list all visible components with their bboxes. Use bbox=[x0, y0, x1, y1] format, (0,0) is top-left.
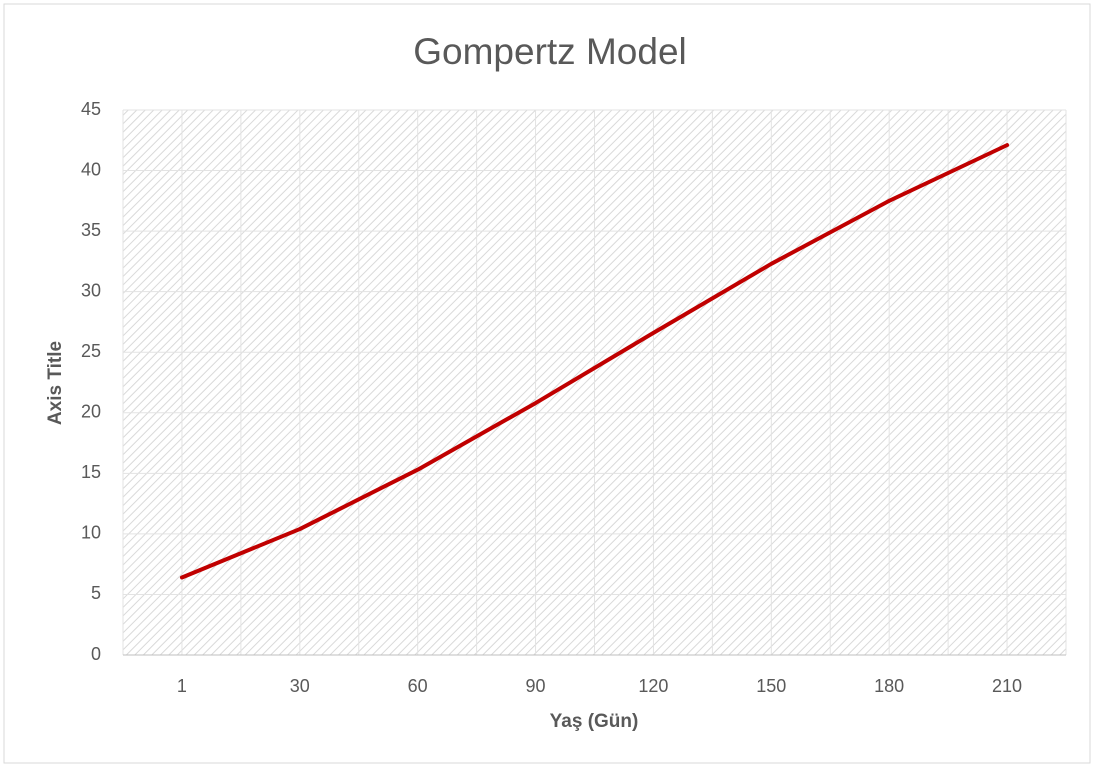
chart-title: Gompertz Model bbox=[413, 31, 687, 72]
x-tick-label: 210 bbox=[992, 676, 1022, 696]
y-tick-label: 0 bbox=[91, 644, 101, 664]
x-tick-label: 30 bbox=[290, 676, 310, 696]
y-axis-title: Axis Title bbox=[45, 341, 66, 425]
y-tick-label: 45 bbox=[81, 99, 101, 119]
x-tick-label: 150 bbox=[756, 676, 786, 696]
x-axis-title: Yaş (Gün) bbox=[550, 711, 639, 732]
y-tick-label: 15 bbox=[81, 462, 101, 482]
x-tick-label: 120 bbox=[638, 676, 668, 696]
data-line bbox=[179, 143, 1010, 580]
y-tick-label: 30 bbox=[81, 280, 101, 300]
y-tick-label: 35 bbox=[81, 220, 101, 240]
x-tick-label: 90 bbox=[526, 676, 546, 696]
x-tick-label: 1 bbox=[177, 676, 187, 696]
y-tick-label: 20 bbox=[81, 402, 101, 422]
y-tick-label: 10 bbox=[81, 523, 101, 543]
y-tick-label: 5 bbox=[91, 583, 101, 603]
x-tick-label: 60 bbox=[408, 676, 428, 696]
y-tick-label: 40 bbox=[81, 159, 101, 179]
x-tick-label: 180 bbox=[874, 676, 904, 696]
y-tick-label: 25 bbox=[81, 341, 101, 361]
